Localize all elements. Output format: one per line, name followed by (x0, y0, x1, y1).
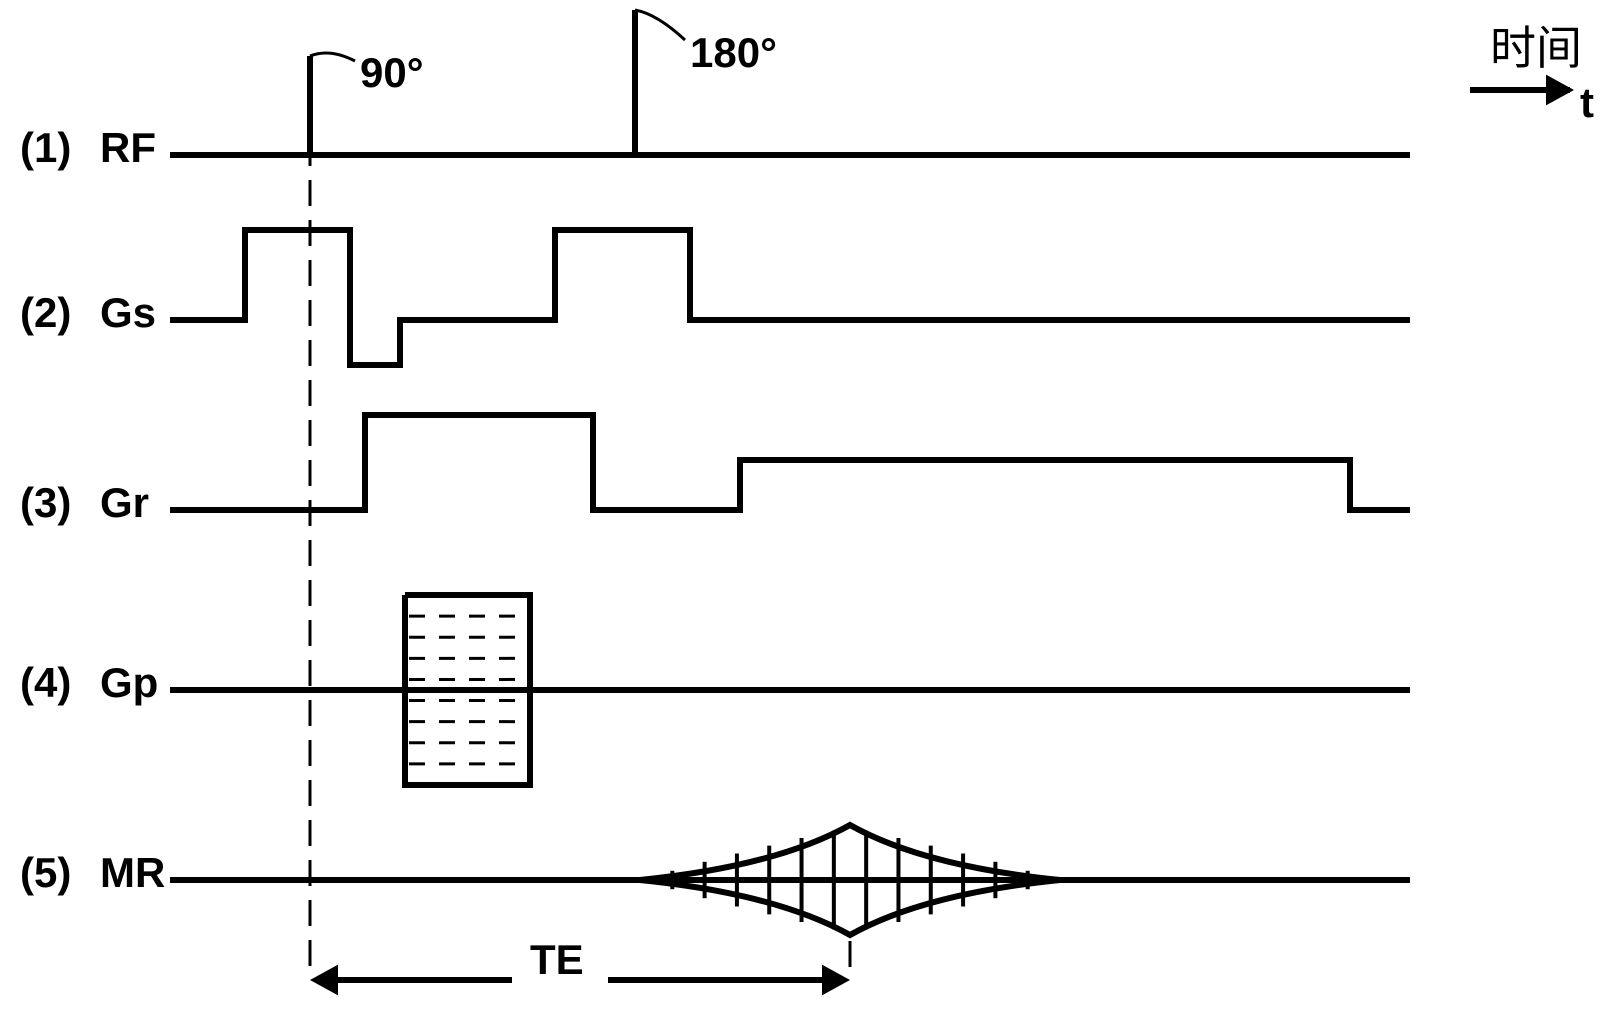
rf-90-label: 90° (360, 49, 424, 97)
row-label-rf-num: (1) (20, 124, 71, 172)
te-label: TE (530, 936, 584, 984)
row-label-gp-name: Gp (100, 659, 158, 707)
row-label-gs-num: (2) (20, 289, 71, 337)
row-label-gr-name: Gr (100, 479, 149, 527)
diagram-stage: (1) RF (2) Gs (3) Gr (4) Gp (5) MR 90° 1… (0, 0, 1620, 1019)
row-label-gp-num: (4) (20, 659, 71, 707)
row-label-rf-name: RF (100, 124, 156, 172)
diagram-svg (0, 0, 1620, 1019)
axis-time-label: 时间 (1490, 12, 1582, 78)
rf-180-label: 180° (690, 29, 777, 77)
row-label-gs-name: Gs (100, 289, 156, 337)
axis-t-label: t (1580, 79, 1594, 127)
row-label-gr-num: (3) (20, 479, 71, 527)
row-label-mr-num: (5) (20, 849, 71, 897)
row-label-mr-name: MR (100, 849, 165, 897)
